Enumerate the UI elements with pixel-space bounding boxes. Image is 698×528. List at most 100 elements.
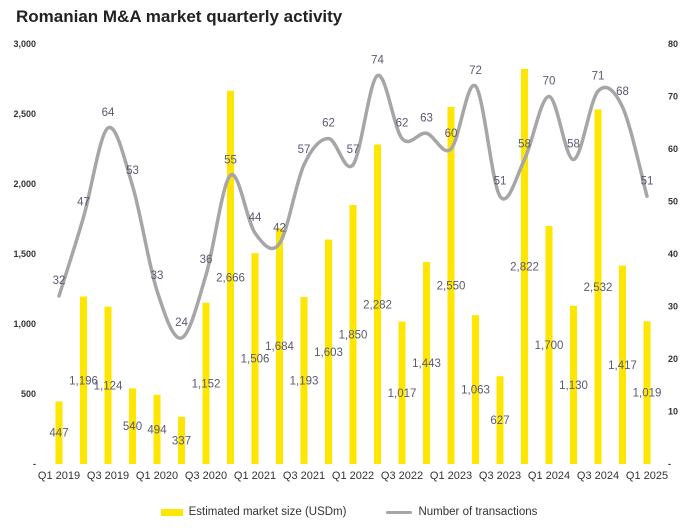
x-tick-label: Q3 2021: [283, 470, 325, 482]
bar: [521, 68, 528, 465]
bar: [423, 261, 430, 464]
line-data-label: 58: [518, 139, 531, 151]
bar-data-label: 1,700: [535, 340, 564, 352]
line-data-label: 36: [200, 254, 213, 266]
x-tick-label: Q1 2022: [332, 470, 374, 482]
bar-data-label: 540: [123, 421, 142, 433]
bar-data-label: 2,666: [216, 272, 245, 284]
bar: [619, 265, 626, 464]
bar: [300, 296, 308, 464]
bar: [496, 376, 504, 464]
bar: [398, 321, 406, 464]
line-data-label: 72: [469, 65, 482, 77]
bar-data-label: 1,850: [339, 330, 368, 342]
bar: [251, 253, 259, 464]
y-left-tick-label: 500: [21, 389, 36, 399]
x-tick-label: Q3 2024: [577, 470, 619, 482]
line-data-label: 60: [445, 128, 458, 140]
y-right-tick-label: 50: [668, 197, 678, 207]
bar: [80, 296, 87, 464]
bar-data-label: 1,019: [633, 388, 662, 400]
line-data-label: 53: [126, 165, 139, 177]
line-data-label: 62: [322, 118, 335, 130]
x-tick-label: Q3 2023: [479, 470, 521, 482]
legend-swatch-line: [386, 510, 413, 514]
legend: Estimated market size (USDm) Number of t…: [0, 506, 698, 518]
y-right-tick-label: -: [668, 459, 671, 469]
y-left-tick-label: 1,000: [13, 319, 36, 329]
line-data-label: 51: [641, 175, 654, 187]
line-data-label: 68: [616, 86, 629, 98]
bar: [276, 228, 283, 464]
line-data-label: 64: [102, 107, 115, 119]
y-left-tick-label: 1,500: [13, 249, 36, 259]
bar: [55, 401, 63, 464]
legend-item-transactions: Number of transactions: [386, 506, 537, 518]
bar-data-label: 2,282: [363, 299, 392, 311]
y-right-tick-label: 20: [668, 354, 678, 364]
x-tick-label: Q1 2020: [136, 470, 178, 482]
x-tick-label: Q1 2024: [528, 470, 570, 482]
line-data-label: 51: [494, 175, 507, 187]
line-data-label: 58: [567, 139, 580, 151]
y-left-tick-label: -: [33, 459, 36, 469]
legend-label: Number of transactions: [418, 506, 538, 518]
line-data-label: 33: [151, 270, 164, 282]
transactions-line: [57, 73, 649, 340]
bar-data-label: 1,443: [412, 358, 441, 370]
x-tick-label: Q1 2021: [234, 470, 276, 482]
line-data-label: 63: [420, 112, 433, 124]
bar: [178, 416, 185, 464]
line-data-label: 71: [592, 70, 605, 82]
line-data-label: 44: [249, 212, 262, 224]
y-left-tick-label: 3,000: [13, 39, 36, 49]
bar-data-label: 2,822: [510, 261, 539, 273]
x-tick-label: Q1 2019: [38, 470, 80, 482]
bar: [202, 302, 210, 464]
bar: [570, 305, 577, 464]
line-data-label: 24: [175, 317, 188, 329]
line-data-label: 74: [371, 55, 384, 67]
line-data-label: 70: [543, 76, 556, 88]
bar: [325, 239, 332, 464]
bar: [594, 109, 602, 465]
y-right-tick-label: 80: [668, 39, 678, 49]
x-tick-label: Q1 2023: [430, 470, 472, 482]
line-data-label: 62: [396, 118, 409, 130]
bar-data-label: 1,506: [241, 354, 270, 366]
bar: [447, 107, 455, 464]
bar-data-label: 1,603: [314, 347, 343, 359]
bar: [472, 315, 479, 464]
line-data-label: 55: [224, 154, 237, 166]
y-left-tick-label: 2,500: [13, 109, 36, 119]
line-data-label: 47: [77, 196, 90, 208]
line-data-label: 32: [53, 275, 66, 287]
bar: [153, 394, 161, 464]
x-tick-label: Q3 2022: [381, 470, 423, 482]
bar: [374, 144, 381, 464]
x-tick-label: Q1 2025: [626, 470, 668, 482]
x-tick-label: Q3 2020: [185, 470, 227, 482]
y-right-tick-label: 40: [668, 249, 678, 259]
bar: [129, 388, 136, 464]
bar-data-label: 1,017: [388, 388, 417, 400]
bar-data-label: 1,684: [265, 341, 294, 353]
bar: [104, 306, 112, 464]
y-left-tick-label: 2,000: [13, 179, 36, 189]
legend-label: Estimated market size (USDm): [188, 506, 347, 518]
bar-data-label: 1,193: [290, 375, 319, 387]
bar-data-label: 494: [147, 424, 167, 436]
bar: [349, 205, 357, 464]
y-right-tick-label: 70: [668, 92, 678, 102]
bar-data-label: 627: [490, 415, 509, 427]
chart-title: Romanian M&A market quarterly activity: [16, 7, 343, 26]
bar-data-label: 337: [172, 435, 191, 447]
bar-data-label: 2,532: [584, 282, 613, 294]
x-tick-label: Q3 2019: [87, 470, 129, 482]
y-right-tick-label: 60: [668, 144, 678, 154]
y-right-tick-label: 10: [668, 407, 678, 417]
legend-item-market-size: Estimated market size (USDm): [160, 506, 347, 518]
line-data-label: 42: [273, 223, 286, 235]
bar: [227, 90, 234, 464]
